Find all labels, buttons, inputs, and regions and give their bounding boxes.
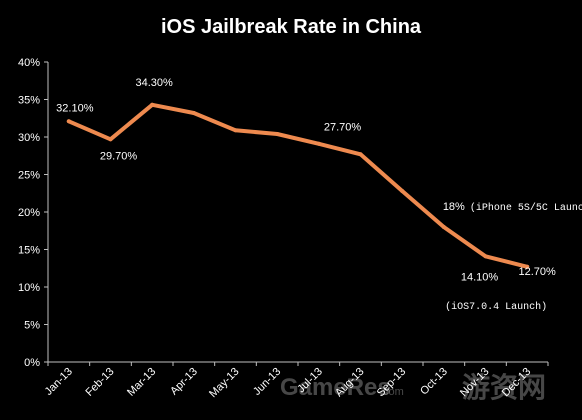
data-point — [233, 128, 238, 133]
x-tick-label: Mar-13 — [125, 366, 158, 399]
data-point — [66, 119, 71, 124]
data-point — [483, 254, 488, 259]
data-label: 32.10% — [56, 102, 94, 114]
data-label: 12.70% — [519, 266, 557, 278]
y-tick-label: 25% — [18, 170, 40, 182]
y-tick-label: 20% — [18, 207, 40, 219]
data-point — [275, 132, 280, 136]
chart-series — [66, 102, 530, 269]
data-point — [400, 189, 405, 193]
data-point — [358, 152, 363, 157]
data-label: 29.70% — [100, 150, 138, 162]
data-point — [441, 225, 446, 229]
data-point — [525, 264, 530, 269]
y-tick-label: 5% — [24, 320, 40, 332]
y-tick-label: 35% — [18, 95, 40, 107]
data-labels: 32.10% 29.70% 34.30% 27.70% 18% 14.10% 12.70% — [56, 77, 556, 284]
x-tick-label: Feb-13 — [83, 366, 116, 399]
watermark-latin: GameRes — [280, 374, 391, 401]
data-label: 34.30% — [136, 77, 174, 89]
chart-title: iOS Jailbreak Rate in China — [161, 16, 422, 38]
chart-annotations: (iPhone 5S/5C Launch) (iOS7.0.4 Launch) — [445, 202, 582, 313]
data-label: 14.10% — [461, 271, 499, 283]
x-tick-label: Jun-13 — [251, 366, 283, 398]
watermark-cjk: 游资网 — [462, 372, 546, 403]
x-tick-label: Oct-13 — [418, 366, 450, 398]
data-point — [108, 137, 113, 142]
data-point — [191, 111, 196, 115]
series-line — [66, 102, 530, 269]
x-tick-label: Apr-13 — [168, 366, 200, 398]
watermark-suffix: .com — [380, 386, 404, 398]
y-tick-label: 10% — [18, 282, 40, 294]
x-tick-label: May-13 — [207, 366, 241, 400]
annotation-label: (iPhone 5S/5C Launch) — [470, 202, 582, 214]
y-tick-label: 15% — [18, 245, 40, 257]
data-label: 18% — [443, 201, 465, 213]
y-axis-ticks: 0% 5% 10% 15% 20% 25% 30% 35% 40% — [18, 57, 48, 369]
data-point — [150, 102, 155, 107]
data-point — [316, 141, 321, 146]
data-label: 27.70% — [324, 121, 362, 133]
y-tick-label: 40% — [18, 57, 40, 69]
y-tick-label: 30% — [18, 132, 40, 144]
y-tick-label: 0% — [24, 357, 40, 369]
annotation-label: (iOS7.0.4 Launch) — [445, 301, 547, 313]
watermark: GameRes .com 游资网 — [280, 372, 546, 403]
x-tick-label: Jan-13 — [43, 366, 75, 398]
